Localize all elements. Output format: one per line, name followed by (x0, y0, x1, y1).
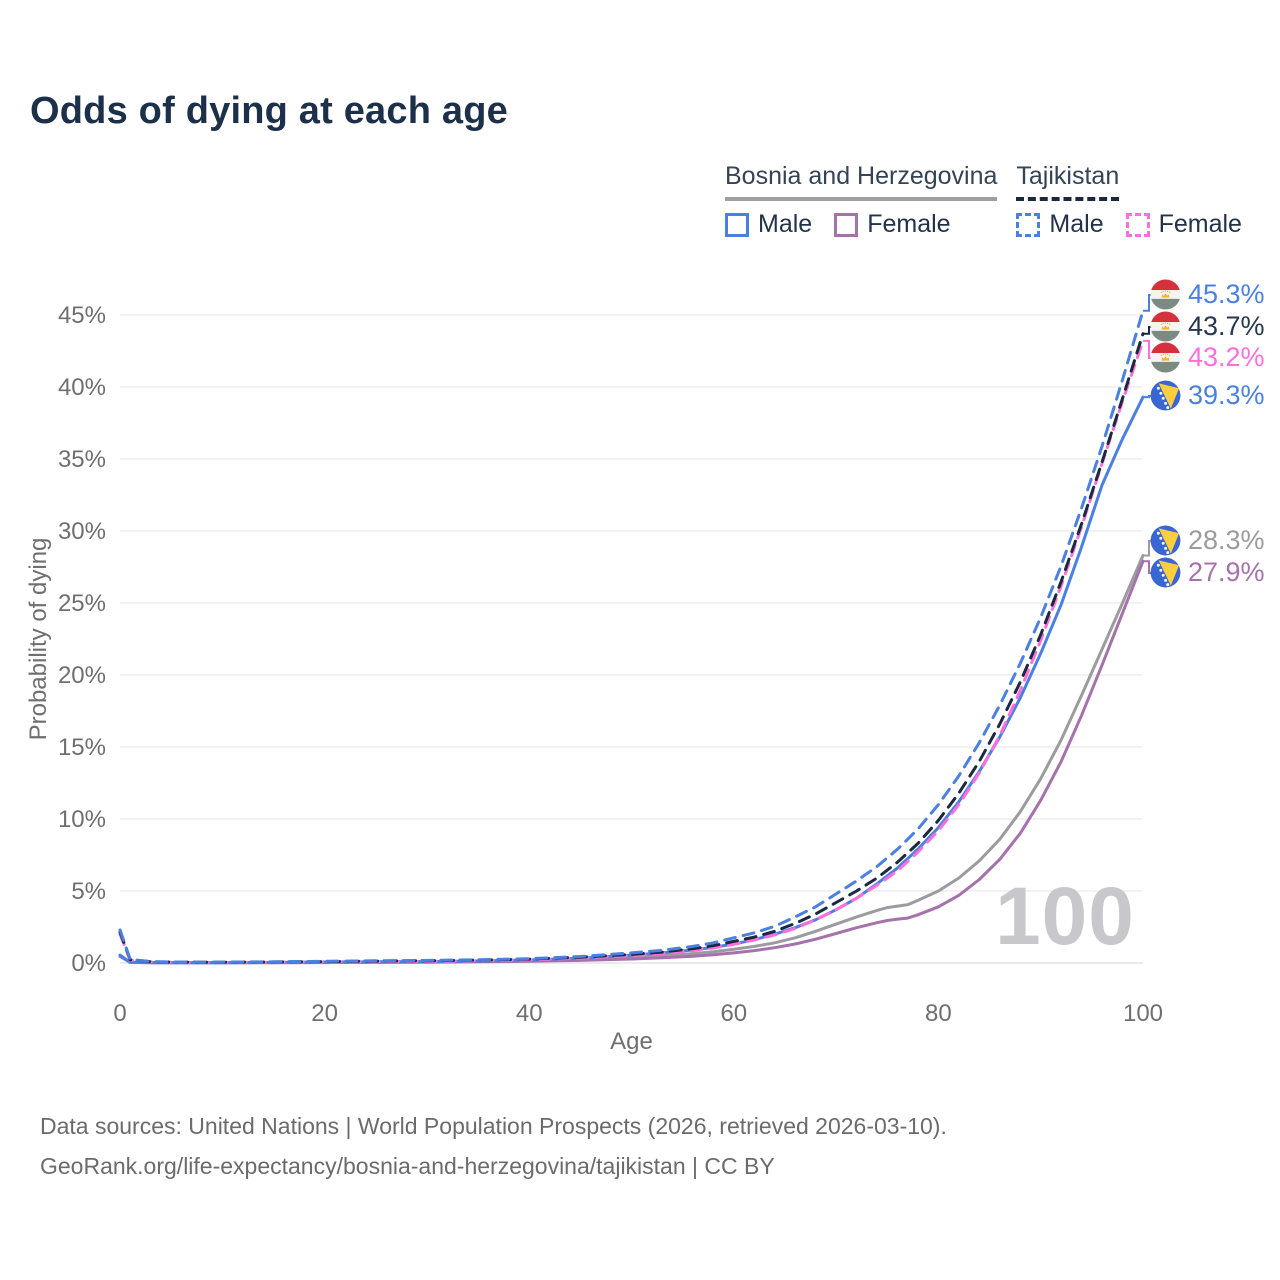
page-title: Odds of dying at each age (30, 90, 508, 132)
male-dashed-swatch-icon (1016, 212, 1041, 237)
legend-item-bosnia-female[interactable]: Female (834, 210, 951, 239)
y-tick-label: 45% (58, 302, 106, 329)
series-line-tj-male[interactable] (118, 309, 1145, 964)
end-label-value: 28.3% (1188, 525, 1265, 555)
y-tick-label: 20% (58, 662, 106, 689)
series-line-ba-male[interactable] (118, 395, 1145, 965)
legend-item-tajikistan-female[interactable]: Female (1125, 210, 1242, 239)
bosnia-flag-icon (1150, 525, 1181, 556)
legend-item-label: Male (1049, 210, 1104, 238)
end-label-tj-male[interactable]: 45.3% (1150, 279, 1265, 310)
age-watermark: 100 (995, 871, 1135, 962)
footer: Data sources: United Nations | World Pop… (40, 1106, 1240, 1186)
end-label-ba-both[interactable]: 28.3% (1150, 525, 1265, 556)
legend-item-label: Male (758, 210, 813, 238)
female-dashed-swatch-icon (1125, 212, 1150, 237)
legend-country-bosnia[interactable]: Bosnia and Herzegovina (725, 162, 998, 201)
end-label-value: 39.3% (1188, 380, 1265, 410)
end-label-value: 27.9% (1188, 557, 1265, 587)
x-axis-title: Age (610, 1028, 653, 1055)
series-line-tj-both[interactable] (118, 332, 1145, 964)
x-tick-label: 40 (516, 1000, 543, 1027)
y-axis-title: Probability of dying (25, 538, 52, 741)
tajikistan-flag-icon (1150, 311, 1181, 342)
end-label-tj-female[interactable]: 43.2% (1150, 342, 1265, 373)
legend-item-tajikistan-male[interactable]: Male (1016, 210, 1104, 239)
end-label-value: 43.2% (1188, 342, 1265, 372)
x-tick-label: 60 (720, 1000, 747, 1027)
footer-attribution: GeoRank.org/life-expectancy/bosnia-and-h… (40, 1153, 775, 1179)
y-tick-label: 40% (58, 374, 106, 401)
end-label-tj-both[interactable]: 43.7% (1150, 311, 1265, 342)
y-tick-label: 10% (58, 806, 106, 833)
end-label-ba-male[interactable]: 39.3% (1150, 380, 1265, 411)
legend-country-tajikistan[interactable]: Tajikistan (1016, 162, 1120, 201)
x-tick-label: 80 (925, 1000, 952, 1027)
y-tick-label: 0% (71, 950, 106, 977)
end-label-ba-female[interactable]: 27.9% (1150, 557, 1265, 588)
y-tick-label: 25% (58, 590, 106, 617)
legend-group-bosnia: Bosnia and Herzegovina Male Female (725, 162, 998, 239)
y-tick-label: 15% (58, 734, 106, 761)
legend-item-bosnia-male[interactable]: Male (725, 210, 812, 239)
tajikistan-flag-icon (1150, 279, 1181, 310)
series-line-tj-female[interactable] (118, 339, 1145, 964)
legend-item-label: Female (1158, 210, 1242, 238)
legend-group-tajikistan: Tajikistan Male Female (1016, 162, 1242, 239)
x-tick-label: 0 (113, 1000, 126, 1027)
tajikistan-flag-icon (1150, 342, 1181, 373)
y-tick-label: 30% (58, 518, 106, 545)
x-tick-label: 100 (1123, 1000, 1163, 1027)
bosnia-flag-icon (1150, 557, 1181, 588)
end-label-value: 45.3% (1188, 279, 1265, 309)
y-tick-label: 5% (71, 878, 106, 905)
x-tick-label: 20 (311, 1000, 338, 1027)
male-solid-swatch-icon (725, 212, 749, 237)
y-tick-label: 35% (58, 446, 106, 473)
legend: Bosnia and Herzegovina Male Female Tajik… (725, 162, 1242, 239)
legend-item-label: Female (867, 210, 951, 238)
bosnia-flag-icon (1150, 380, 1181, 411)
female-solid-swatch-icon (834, 212, 859, 237)
footer-data-sources: Data sources: United Nations | World Pop… (40, 1113, 947, 1139)
end-label-value: 43.7% (1188, 311, 1265, 341)
series-line-ba-both[interactable] (118, 554, 1145, 965)
series-line-ba-female[interactable] (118, 559, 1145, 965)
